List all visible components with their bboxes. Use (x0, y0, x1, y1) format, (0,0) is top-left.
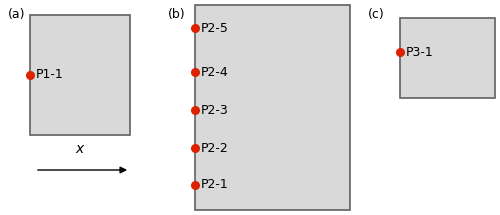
Text: P2-4: P2-4 (201, 66, 229, 78)
Bar (195, 5, 350, 210)
Text: x: x (75, 142, 83, 156)
Text: P3-1: P3-1 (406, 46, 434, 58)
Text: P2-3: P2-3 (201, 103, 229, 117)
Text: (b): (b) (168, 8, 186, 21)
Bar (400, 18, 495, 98)
Text: P2-1: P2-1 (201, 178, 229, 192)
Text: (c): (c) (368, 8, 385, 21)
Text: P2-2: P2-2 (201, 141, 229, 155)
Text: P1-1: P1-1 (36, 69, 64, 81)
Bar (30, 15, 130, 135)
Text: (a): (a) (8, 8, 25, 21)
Text: P2-5: P2-5 (201, 22, 229, 34)
